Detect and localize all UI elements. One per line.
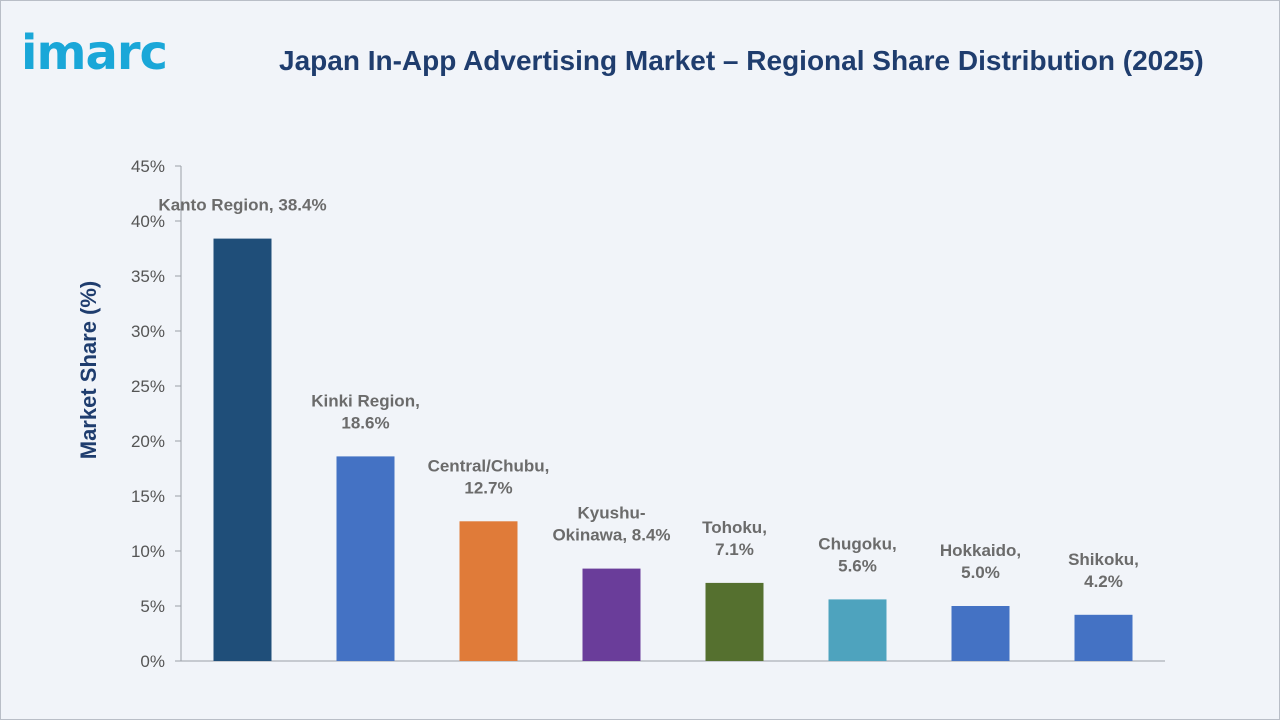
data-label: Kanto Region, 38.4% [158,196,326,215]
data-label: Kyushu- [578,504,646,523]
y-tick-label: 10% [131,542,165,561]
data-label: Tohoku, [702,518,767,537]
data-label: Hokkaido, [940,541,1021,560]
data-label: Okinawa, 8.4% [552,526,670,545]
chart-title: Japan In-App Advertising Market – Region… [279,45,1204,76]
y-tick-label: 45% [131,157,165,176]
data-label: Central/Chubu, [428,456,550,475]
bar-kinki-region [336,456,395,661]
bar-hokkaido [951,606,1010,661]
y-tick-label: 35% [131,267,165,286]
y-tick-label: 15% [131,487,165,506]
data-label: 18.6% [341,413,389,432]
bar-central-chubu [459,521,518,661]
y-axis-label: Market Share (%) [76,281,101,460]
bar-shikoku [1074,614,1133,661]
bar-kanto-region [213,238,272,661]
data-label: Chugoku, [818,534,896,553]
data-label: Shikoku, [1068,550,1139,569]
data-label: 7.1% [715,540,754,559]
data-label: Kinki Region, [311,391,420,410]
y-tick-label: 0% [140,652,165,671]
imarc-logo: imarc [21,25,168,81]
y-tick-label: 5% [140,597,165,616]
y-tick-label: 25% [131,377,165,396]
data-label: 5.6% [838,556,877,575]
data-label: 5.0% [961,563,1000,582]
y-tick-label: 20% [131,432,165,451]
bar-chugoku [828,599,887,661]
y-tick-label: 30% [131,322,165,341]
bar-tohoku [705,582,764,661]
data-label: 4.2% [1084,572,1123,591]
data-label: 12.7% [464,478,512,497]
bar-kyushu-okinawa [582,568,641,661]
y-tick-label: 40% [131,212,165,231]
